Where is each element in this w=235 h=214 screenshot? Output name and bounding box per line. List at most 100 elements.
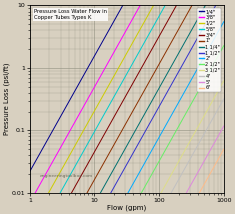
Line: 5/8": 5/8" [60, 5, 165, 194]
1/4" [97, 47, 100, 50]
Line: 1/4": 1/4" [30, 5, 123, 171]
5" [196, 172, 199, 175]
Line: 3 1/2": 3 1/2" [161, 81, 224, 194]
3 1/2" [205, 110, 208, 113]
6" [208, 174, 211, 176]
5/8" [106, 107, 109, 110]
Line: 2 1/2": 2 1/2" [141, 46, 224, 194]
5/8" [97, 123, 100, 126]
1" [85, 192, 88, 195]
5/8" [164, 3, 167, 6]
1/2" [91, 114, 94, 116]
3/8" [107, 61, 110, 64]
2 1/2" [222, 44, 225, 47]
1 1/4" [190, 30, 192, 32]
1" [129, 114, 132, 116]
3 1/2" [169, 175, 172, 178]
1" [191, 3, 194, 6]
6" [222, 148, 225, 151]
Line: 1/2": 1/2" [48, 5, 154, 194]
1 1/4" [140, 118, 143, 120]
3 1/2" [159, 193, 162, 195]
1/4" [121, 6, 123, 8]
5" [222, 125, 225, 127]
4" [200, 138, 202, 141]
2 1/2" [204, 78, 207, 80]
Text: engineeringtoolbox.com: engineeringtoolbox.com [39, 174, 93, 178]
1/4" [122, 3, 125, 6]
5" [194, 175, 197, 177]
3/4" [131, 83, 133, 86]
1 1/2" [118, 177, 121, 179]
1 1/2" [151, 117, 154, 120]
1/2" [153, 4, 155, 6]
1/4" [28, 170, 31, 173]
3/8" [33, 193, 36, 195]
5/8" [58, 192, 61, 195]
Line: 6": 6" [199, 149, 224, 194]
Line: 1": 1" [86, 5, 192, 194]
1" [124, 124, 126, 126]
1 1/4" [127, 141, 130, 144]
5/8" [84, 147, 86, 150]
2" [184, 88, 187, 91]
2 1/2" [169, 139, 172, 141]
1 1/2" [183, 61, 186, 63]
1 1/4" [98, 193, 101, 195]
1/2" [85, 124, 88, 126]
2" [154, 143, 157, 145]
1 1/4" [107, 177, 110, 179]
3/8" [117, 43, 119, 46]
Legend: 1/4", 3/8", 1/2", 5/8", 3/4", 1", 1 1/4", 1 1/2", 2", 2 1/2", 3 1/2", 4", 5", 6": 1/4", 3/8", 1/2", 5/8", 3/4", 1", 1 1/4"… [197, 8, 221, 92]
5" [214, 139, 217, 142]
3 1/2" [185, 147, 188, 149]
1 1/4" [172, 61, 175, 63]
1/2" [105, 89, 107, 92]
5" [204, 157, 207, 159]
6" [222, 149, 224, 152]
1 1/2" [138, 141, 141, 144]
2 1/2" [181, 118, 184, 120]
1/4" [103, 36, 106, 39]
4" [214, 112, 217, 115]
3/4" [70, 192, 72, 195]
1" [146, 83, 149, 86]
1/2" [72, 147, 75, 150]
6" [219, 154, 222, 157]
5/8" [102, 114, 105, 116]
4" [188, 158, 191, 160]
1 1/2" [215, 3, 218, 6]
3 1/2" [189, 139, 192, 141]
1 1/2" [192, 43, 195, 46]
5" [203, 159, 206, 161]
1" [133, 107, 136, 110]
2" [222, 20, 225, 23]
3 1/2" [222, 80, 225, 82]
3/8" [139, 3, 142, 6]
3/8" [62, 141, 65, 144]
3/8" [42, 177, 45, 179]
2 1/2" [191, 100, 194, 103]
1/2" [108, 83, 110, 86]
2" [126, 193, 129, 195]
2 1/2" [140, 192, 142, 195]
2 1/2" [212, 62, 215, 65]
3/4" [114, 114, 116, 116]
5/8" [119, 83, 122, 86]
4" [190, 155, 193, 158]
X-axis label: Flow (gpm): Flow (gpm) [107, 204, 146, 211]
1" [110, 147, 113, 150]
3/4" [118, 107, 120, 110]
Line: 3/4": 3/4" [71, 5, 177, 194]
1/4" [64, 107, 67, 110]
3/4" [95, 147, 98, 150]
6" [210, 169, 213, 172]
3 1/2" [219, 85, 222, 88]
1 1/2" [200, 29, 203, 32]
2" [153, 144, 156, 147]
1/4" [82, 75, 85, 77]
3/4" [128, 89, 130, 92]
3/4" [108, 124, 111, 126]
Line: 2": 2" [127, 22, 224, 194]
3/8" [124, 30, 127, 32]
